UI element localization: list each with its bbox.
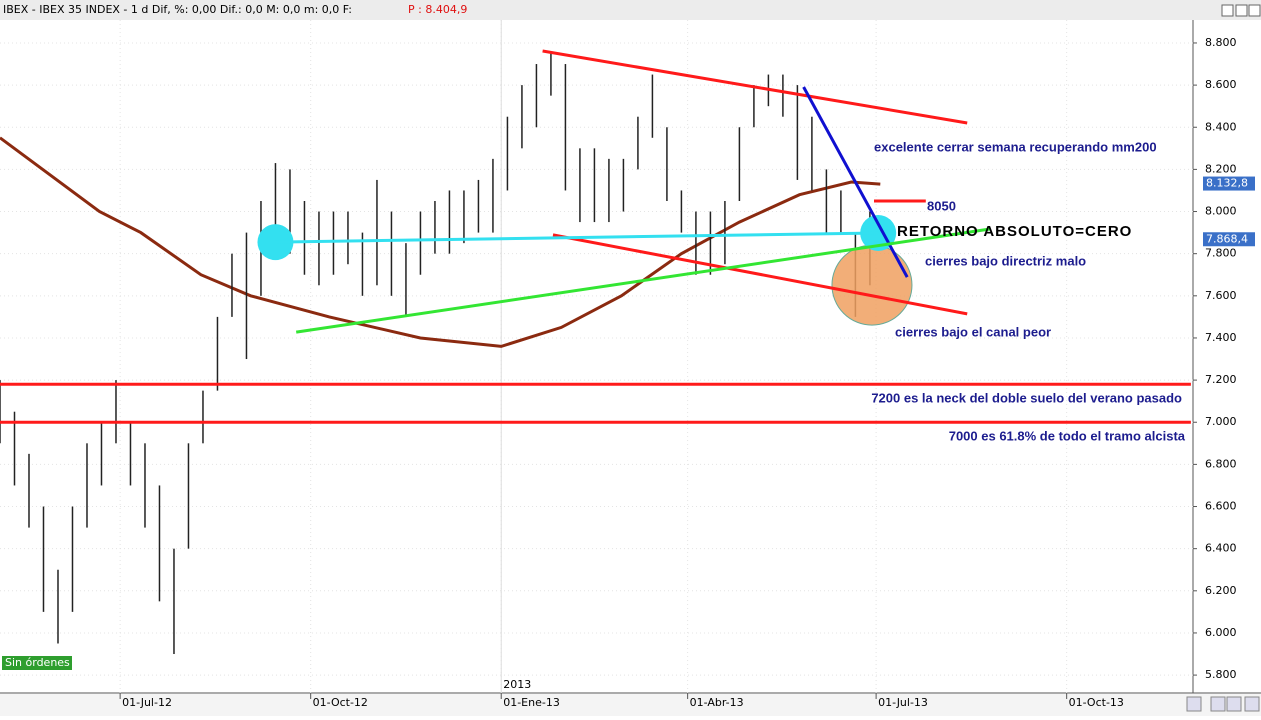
x-tick-label: 01-Oct-13 [1069,696,1124,709]
moving-average [0,136,881,348]
y-tick-label: 8.800 [1205,36,1237,49]
x-tick-label: 01-Ene-13 [503,696,560,709]
y-tick-label: 7.800 [1205,247,1237,260]
x-axis-bg [0,694,1261,716]
header-bar [0,0,1261,20]
y-tick-label: 6.000 [1205,626,1237,639]
y-tick-label: 6.800 [1205,457,1237,470]
status-box [2,656,72,670]
annotation: RETORNO ABSOLUTO=CERO [897,223,1132,240]
trend-line [552,233,968,316]
marker-circle [831,244,913,326]
save-button[interactable] [1210,696,1226,712]
trend-line [802,86,909,278]
maximize-button[interactable] [1235,4,1248,17]
price-tag [1203,232,1255,247]
annotation: cierres bajo directriz malo [925,253,1086,268]
y-tick-label: 8.000 [1205,205,1237,218]
price-tag-label: 8.132,8 [1206,177,1248,190]
pin-button[interactable] [1226,696,1242,712]
x-tick-label: 01-Jul-12 [122,696,172,709]
y-tick-label: 6.200 [1205,584,1237,597]
annotation: 7000 es 61.8% de todo el tramo alcista [949,428,1186,443]
trend-line [542,49,968,125]
marker-circle [257,224,294,261]
y-tick-label: 7.400 [1205,331,1237,344]
y-tick-label: 8.200 [1205,162,1237,175]
y-tick-label: 5.800 [1205,668,1237,681]
minimize-button[interactable] [1221,4,1234,17]
annotation: 8050 [927,198,956,213]
y-tick-label: 6.600 [1205,500,1237,513]
trend-line [295,227,991,334]
y-tick-label: 8.400 [1205,120,1237,133]
header-text: IBEX - IBEX 35 INDEX - 1 d Dif, %: 0,00 … [3,3,352,16]
tool-button[interactable] [1186,696,1202,712]
x-tick-label: 01-Oct-12 [313,696,368,709]
annotation: 7200 es la neck del doble suelo del vera… [871,390,1182,405]
year-label: 2013 [503,678,531,691]
status-text: Sin órdenes [5,656,70,669]
y-tick-label: 7.600 [1205,289,1237,302]
price-tag-label: 7.868,4 [1206,232,1248,245]
y-tick-label: 7.000 [1205,415,1237,428]
price-tag [1203,176,1255,191]
close-button[interactable] [1248,4,1261,17]
y-tick-label: 7.200 [1205,373,1237,386]
x-tick-label: 01-Abr-13 [690,696,744,709]
y-tick-label: 6.400 [1205,542,1237,555]
menu-button[interactable] [1244,696,1260,712]
window-buttons[interactable] [1221,4,1261,17]
annotation: cierres bajo el canal peor [895,324,1051,339]
header-price: P : 8.404,9 [408,3,467,16]
x-tick-label: 01-Jul-13 [878,696,928,709]
annotation: excelente cerrar semana recuperando mm20… [874,139,1157,154]
trend-line [275,231,879,244]
y-tick-label: 8.600 [1205,78,1237,91]
